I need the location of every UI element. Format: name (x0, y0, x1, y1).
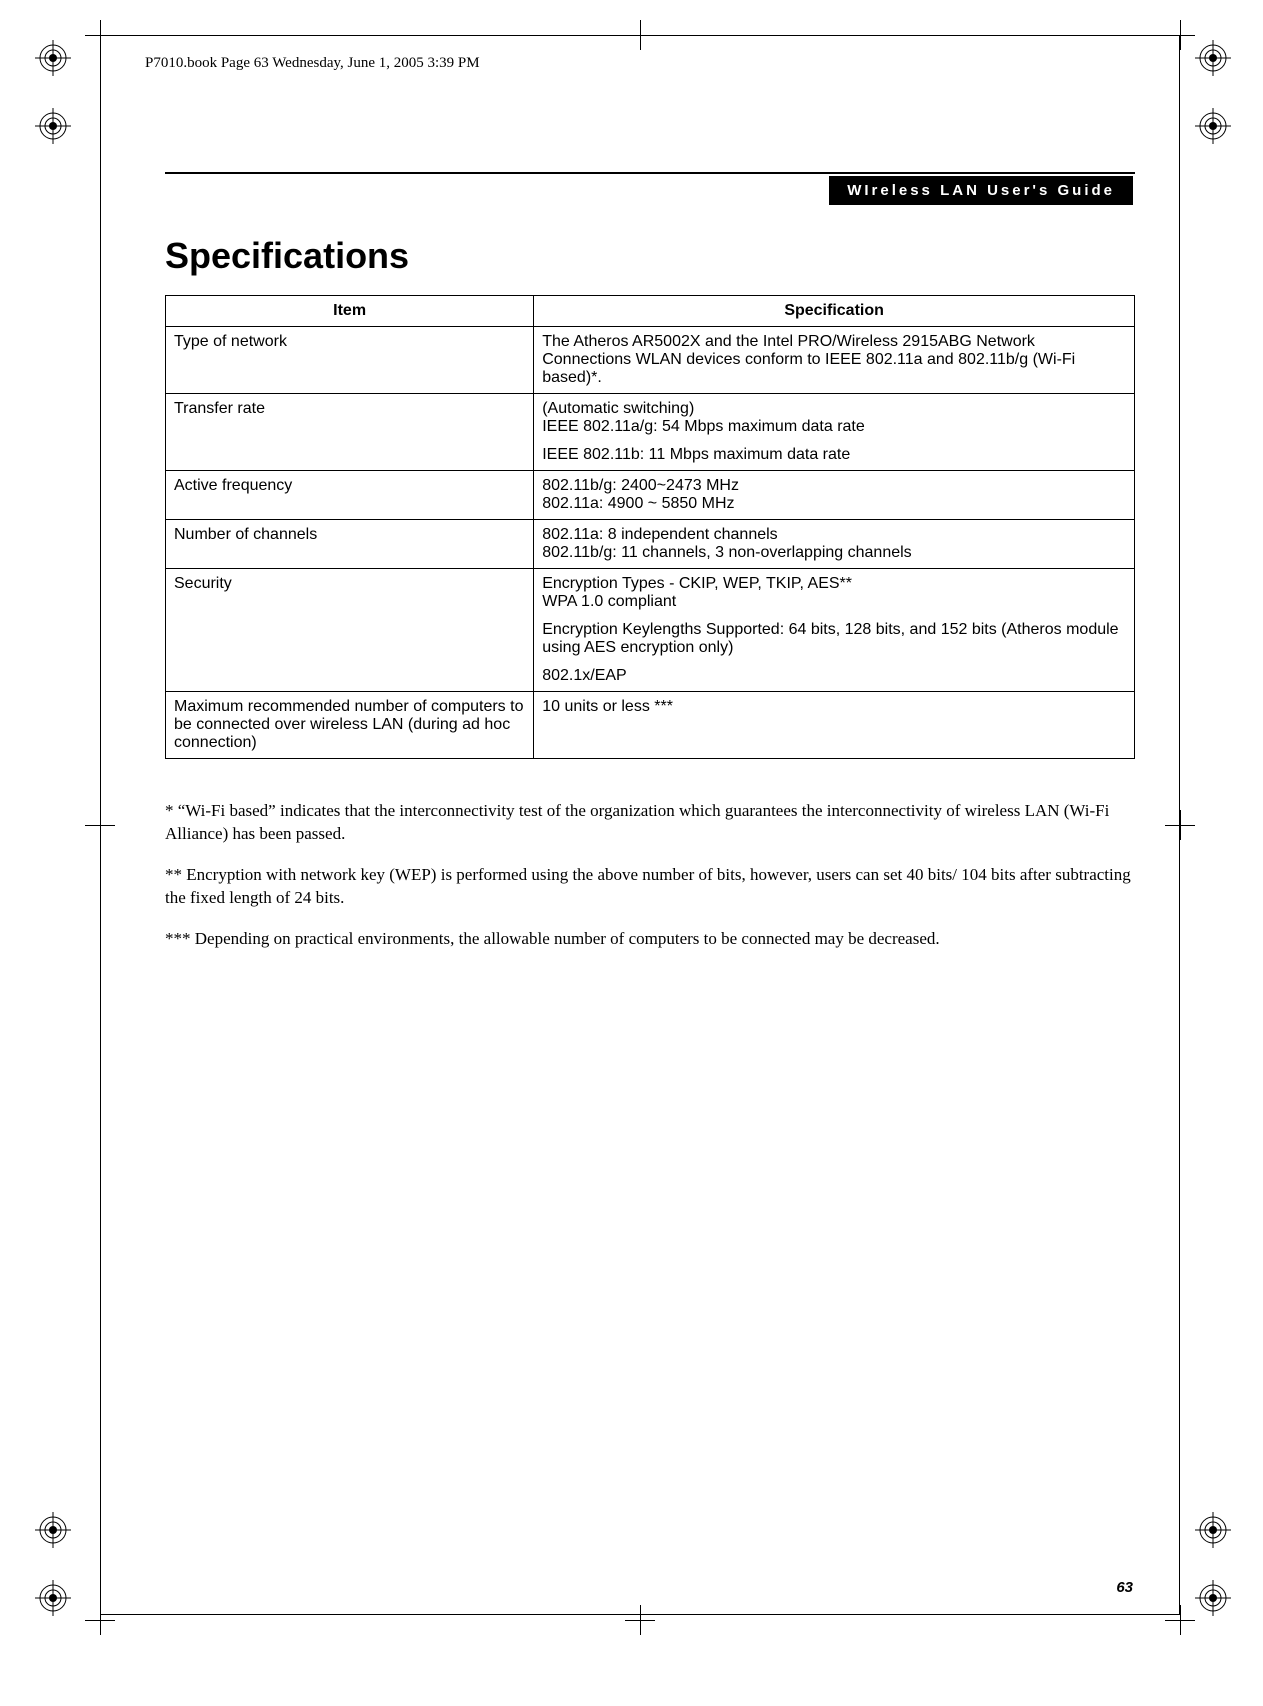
registration-mark-icon (1195, 1580, 1231, 1616)
table-cell-spec: Encryption Types - CKIP, WEP, TKIP, AES*… (534, 569, 1135, 692)
spec-paragraph: 10 units or less *** (542, 698, 1126, 716)
crop-mark-icon (85, 20, 115, 50)
spec-paragraph: (Automatic switching) IEEE 802.11a/g: 54… (542, 400, 1126, 436)
crop-mark-icon (625, 1605, 655, 1635)
table-row: Type of networkThe Atheros AR5002X and t… (166, 327, 1135, 394)
footnotes: * “Wi-Fi based” indicates that the inter… (165, 800, 1135, 969)
spec-paragraph: IEEE 802.11b: 11 Mbps maximum data rate (542, 446, 1126, 464)
table-cell-item: Security (166, 569, 534, 692)
crop-mark-icon (625, 20, 655, 50)
table-cell-item: Active frequency (166, 471, 534, 520)
registration-mark-icon (1195, 40, 1231, 76)
spec-paragraph: 802.11a: 8 independent channels 802.11b/… (542, 526, 1126, 562)
spec-paragraph: Encryption Types - CKIP, WEP, TKIP, AES*… (542, 575, 1126, 611)
crop-mark-icon (85, 1605, 115, 1635)
footnote: ** Encryption with network key (WEP) is … (165, 864, 1135, 910)
crop-mark-icon (1165, 20, 1195, 50)
crop-mark-icon (1165, 810, 1195, 840)
header-meta-text: P7010.book Page 63 Wednesday, June 1, 20… (145, 55, 480, 72)
crop-mark-icon (85, 810, 115, 840)
spec-paragraph: 802.1x/EAP (542, 667, 1126, 685)
spec-paragraph: Encryption Keylengths Supported: 64 bits… (542, 621, 1126, 657)
table-cell-item: Transfer rate (166, 394, 534, 471)
table-cell-spec: 802.11a: 8 independent channels 802.11b/… (534, 520, 1135, 569)
page-number: 63 (1116, 1579, 1133, 1596)
footnote: *** Depending on practical environments,… (165, 928, 1135, 951)
registration-mark-icon (35, 40, 71, 76)
registration-mark-icon (35, 1512, 71, 1548)
registration-mark-icon (1195, 1512, 1231, 1548)
table-cell-spec: The Atheros AR5002X and the Intel PRO/Wi… (534, 327, 1135, 394)
table-row: Number of channels802.11a: 8 independent… (166, 520, 1135, 569)
table-header-row: Item Specification (166, 296, 1135, 327)
footnote: * “Wi-Fi based” indicates that the inter… (165, 800, 1135, 846)
specifications-table: Item Specification Type of networkThe At… (165, 295, 1135, 759)
registration-mark-icon (1195, 108, 1231, 144)
table-row: Active frequency802.11b/g: 2400~2473 MHz… (166, 471, 1135, 520)
table-row: Maximum recommended number of computers … (166, 692, 1135, 759)
header-rule (165, 172, 1135, 174)
table-cell-spec: (Automatic switching) IEEE 802.11a/g: 54… (534, 394, 1135, 471)
spec-paragraph: The Atheros AR5002X and the Intel PRO/Wi… (542, 333, 1126, 387)
table-cell-spec: 10 units or less *** (534, 692, 1135, 759)
crop-mark-icon (1165, 1605, 1195, 1635)
registration-mark-icon (35, 108, 71, 144)
section-label: WIreless LAN User's Guide (829, 176, 1133, 205)
table-row: SecurityEncryption Types - CKIP, WEP, TK… (166, 569, 1135, 692)
table-header-item: Item (166, 296, 534, 327)
table-row: Transfer rate(Automatic switching) IEEE … (166, 394, 1135, 471)
spec-paragraph: 802.11b/g: 2400~2473 MHz 802.11a: 4900 ~… (542, 477, 1126, 513)
table-header-spec: Specification (534, 296, 1135, 327)
page-title: Specifications (165, 235, 409, 277)
table-cell-spec: 802.11b/g: 2400~2473 MHz 802.11a: 4900 ~… (534, 471, 1135, 520)
table-cell-item: Maximum recommended number of computers … (166, 692, 534, 759)
registration-mark-icon (35, 1580, 71, 1616)
table-cell-item: Number of channels (166, 520, 534, 569)
table-cell-item: Type of network (166, 327, 534, 394)
